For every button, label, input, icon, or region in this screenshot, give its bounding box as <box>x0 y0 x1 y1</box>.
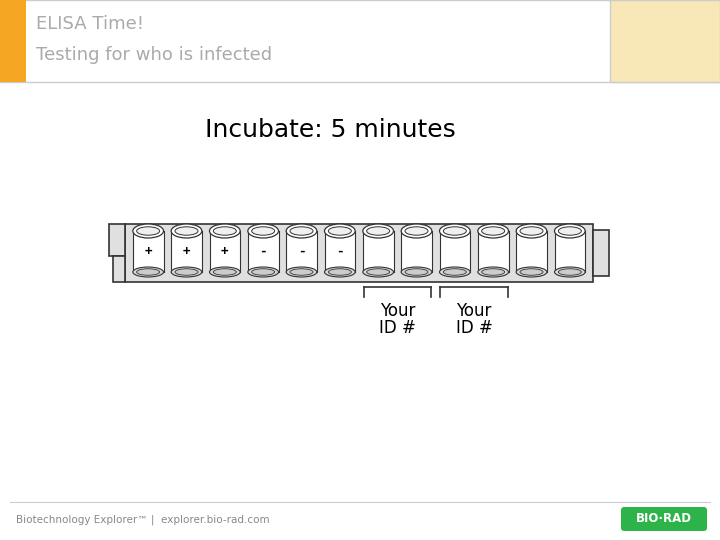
Ellipse shape <box>137 227 160 235</box>
Ellipse shape <box>248 267 279 277</box>
Text: ELISA Time!: ELISA Time! <box>36 15 144 33</box>
Text: ID #: ID # <box>456 319 492 337</box>
Ellipse shape <box>520 227 543 235</box>
Ellipse shape <box>516 267 546 277</box>
Text: ID #: ID # <box>379 319 415 337</box>
Bar <box>516 231 546 272</box>
Ellipse shape <box>175 227 198 235</box>
Text: +: + <box>183 245 190 258</box>
Bar <box>0 0 720 82</box>
Text: Incubate: 5 minutes: Incubate: 5 minutes <box>204 118 455 142</box>
Ellipse shape <box>248 224 279 238</box>
Ellipse shape <box>252 227 274 235</box>
Text: +: + <box>221 245 228 258</box>
Bar <box>363 231 394 272</box>
Ellipse shape <box>366 269 390 275</box>
Text: Biotechnology Explorer™ |  explorer.bio-rad.com: Biotechnology Explorer™ | explorer.bio-r… <box>16 515 269 525</box>
Ellipse shape <box>132 267 163 277</box>
Ellipse shape <box>325 224 355 238</box>
Text: Your: Your <box>456 302 492 320</box>
Bar <box>248 231 279 272</box>
Bar <box>109 224 125 256</box>
Ellipse shape <box>478 267 508 277</box>
Bar <box>0 0 26 82</box>
Ellipse shape <box>439 224 470 238</box>
Ellipse shape <box>210 267 240 277</box>
Ellipse shape <box>171 224 202 238</box>
Ellipse shape <box>401 267 432 277</box>
Ellipse shape <box>328 269 351 275</box>
Ellipse shape <box>444 269 467 275</box>
Ellipse shape <box>482 269 505 275</box>
Ellipse shape <box>439 267 470 277</box>
Ellipse shape <box>401 224 432 238</box>
Ellipse shape <box>290 269 313 275</box>
Ellipse shape <box>405 227 428 235</box>
Ellipse shape <box>175 269 198 275</box>
Ellipse shape <box>252 269 274 275</box>
Ellipse shape <box>328 227 351 235</box>
Ellipse shape <box>286 224 317 238</box>
Ellipse shape <box>363 224 394 238</box>
Ellipse shape <box>444 227 467 235</box>
Bar <box>439 231 470 272</box>
Bar <box>286 231 317 272</box>
Text: -: - <box>336 245 343 258</box>
Text: -: - <box>259 245 267 258</box>
Bar <box>113 256 125 282</box>
Bar <box>132 231 163 272</box>
Text: +: + <box>145 245 152 258</box>
Text: Your: Your <box>379 302 415 320</box>
Ellipse shape <box>171 267 202 277</box>
Bar <box>401 231 432 272</box>
Bar <box>325 231 355 272</box>
Ellipse shape <box>210 224 240 238</box>
Ellipse shape <box>132 224 163 238</box>
Ellipse shape <box>558 269 581 275</box>
Ellipse shape <box>325 267 355 277</box>
FancyBboxPatch shape <box>621 507 707 531</box>
Ellipse shape <box>516 224 546 238</box>
Ellipse shape <box>213 269 236 275</box>
Bar <box>478 231 508 272</box>
Text: -: - <box>298 245 305 258</box>
Ellipse shape <box>213 227 236 235</box>
Ellipse shape <box>405 269 428 275</box>
Bar <box>593 230 609 276</box>
Ellipse shape <box>478 224 508 238</box>
Bar <box>210 231 240 272</box>
Ellipse shape <box>290 227 313 235</box>
Text: BIO·RAD: BIO·RAD <box>636 512 692 525</box>
Ellipse shape <box>558 227 581 235</box>
Ellipse shape <box>137 269 160 275</box>
Ellipse shape <box>554 224 585 238</box>
Ellipse shape <box>363 267 394 277</box>
Ellipse shape <box>366 227 390 235</box>
Ellipse shape <box>482 227 505 235</box>
Bar <box>610 0 720 82</box>
Text: Testing for who is infected: Testing for who is infected <box>36 46 272 64</box>
Ellipse shape <box>520 269 543 275</box>
Bar <box>171 231 202 272</box>
Bar <box>554 231 585 272</box>
Ellipse shape <box>554 267 585 277</box>
Ellipse shape <box>286 267 317 277</box>
Bar <box>125 224 593 282</box>
